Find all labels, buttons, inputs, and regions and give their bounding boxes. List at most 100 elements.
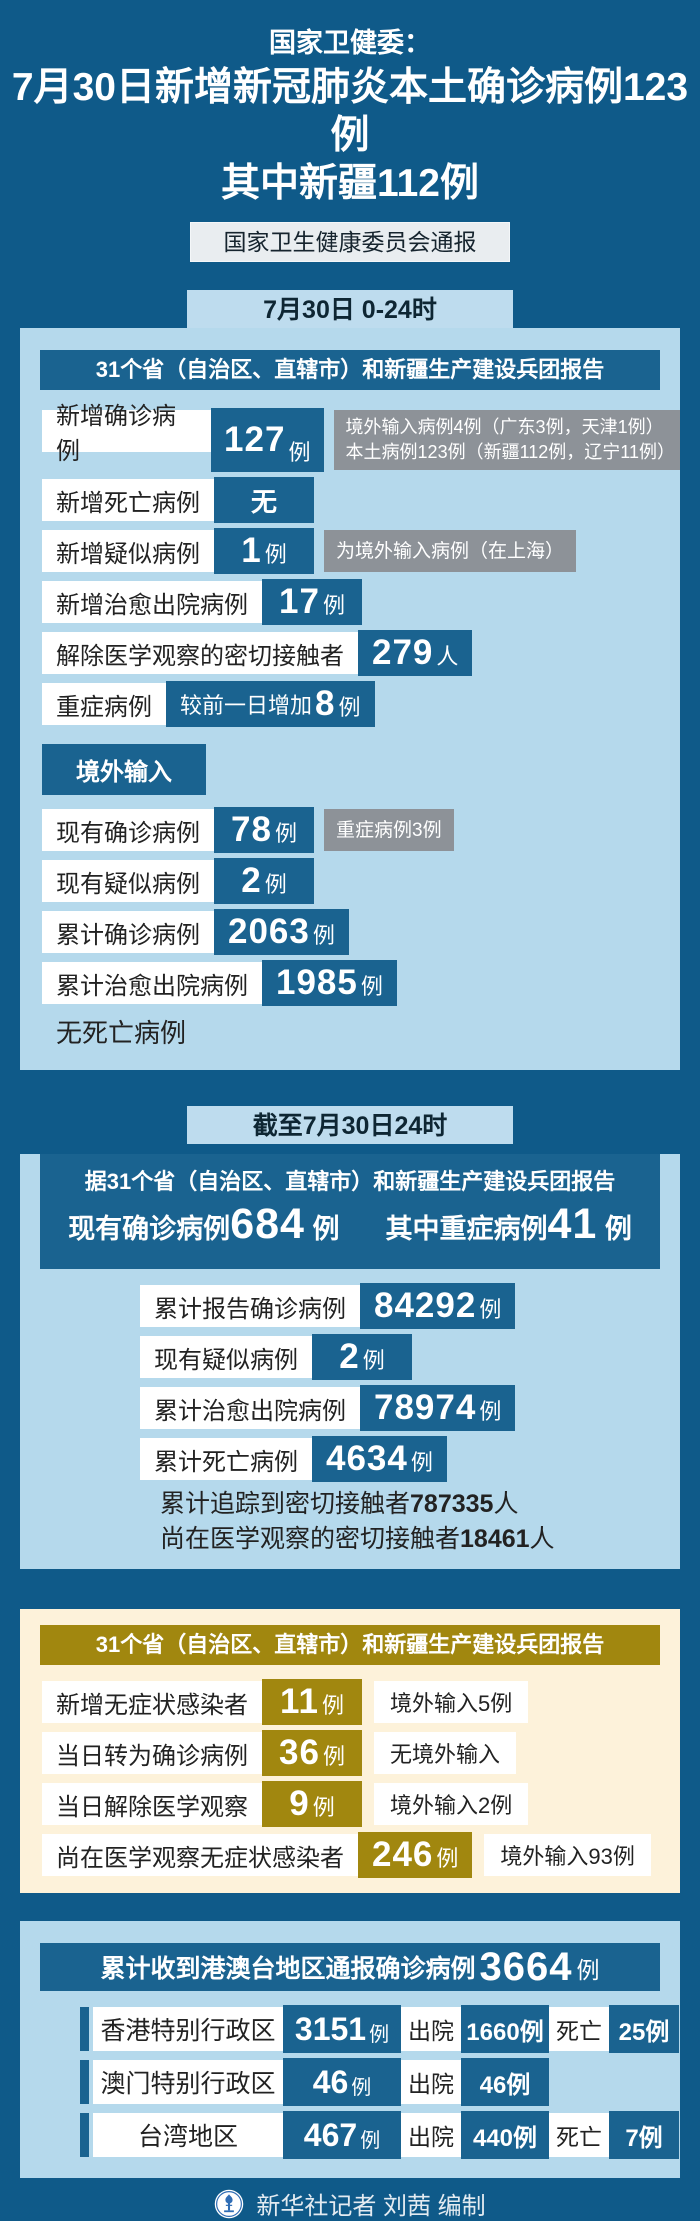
stat-label: 新增确诊病例 — [42, 403, 211, 465]
stat-label: 当日转为确诊病例 — [42, 1732, 262, 1774]
stat-label: 累计治愈出院病例 — [140, 1387, 360, 1429]
region-row-taiwan: 台湾地区 467 例 出院 440例 死亡 7例 — [80, 2111, 680, 2159]
stat-row-cumulative-deaths: 累计死亡病例 4634 例 — [140, 1436, 680, 1482]
deaths-value: 7例 — [609, 2111, 679, 2159]
stat-note: 境外输入2例 — [374, 1783, 529, 1825]
stat-label: 累计死亡病例 — [140, 1438, 312, 1480]
discharged-value: 46例 — [461, 2058, 549, 2106]
stat-value: 17 例 — [262, 579, 362, 625]
section1-tab: 7月30日 0-24时 — [187, 290, 513, 328]
contacts-observed-line: 尚在医学观察的密切接触者18461人 — [160, 1525, 555, 1553]
stat-row-new-recovered: 新增治愈出院病例 17 例 — [42, 579, 680, 625]
section2-header-block: 据31个省（自治区、直辖市）和新疆生产建设兵团报告 现有确诊病例684 例其中重… — [40, 1154, 660, 1269]
stat-note: 重症病例3例 — [324, 809, 454, 851]
section3-panel: 31个省（自治区、直辖市）和新疆生产建设兵团报告 新增无症状感染者 11 例 境外… — [20, 1609, 680, 1893]
section4-header-bar: 累计收到港澳台地区通报确诊病例 3664 例 — [40, 1943, 660, 1991]
stat-value: 78 例 — [214, 807, 314, 853]
section1-header-bar: 31个省（自治区、直辖市）和新疆生产建设兵团报告 — [40, 350, 660, 390]
stat-value: 84292 例 — [360, 1283, 516, 1329]
stat-row-cumulative-confirmed: 累计报告确诊病例 84292 例 — [140, 1283, 680, 1329]
page-title: 7月30日新增新冠肺炎本土确诊病例123例 其中新疆112例 — [0, 64, 700, 208]
stat-row-cumulative-recovered: 累计治愈出院病例 78974 例 — [140, 1385, 680, 1431]
stat-row-released-contacts: 解除医学观察的密切接触者 279 人 — [42, 630, 680, 676]
stat-label: 累计报告确诊病例 — [140, 1285, 360, 1327]
section2-tab: 截至7月30日24时 — [187, 1106, 513, 1144]
discharged-label: 出院 — [401, 2007, 461, 2051]
imported-cases-subheader: 境外输入 — [42, 744, 206, 795]
stat-value: 246 例 — [358, 1832, 473, 1878]
stat-row-converted-confirmed: 当日转为确诊病例 36 例 无境外输入 — [42, 1730, 680, 1776]
stat-row-under-observation: 尚在医学观察无症状感染者 246 例 境外输入93例 — [42, 1832, 680, 1878]
stat-label: 现有疑似病例 — [42, 860, 214, 902]
stat-value: 11 例 — [262, 1679, 362, 1725]
section1-panel: 31个省（自治区、直辖市）和新疆生产建设兵团报告 新增确诊病例 127 例 境外输… — [20, 328, 680, 1070]
deaths-value: 25例 — [609, 2005, 679, 2053]
stat-value: 36 例 — [262, 1730, 362, 1776]
stat-row-imported-active: 现有确诊病例 78 例 重症病例3例 — [42, 807, 680, 853]
region-total: 3151 例 — [283, 2005, 401, 2053]
stat-row-new-asymptomatic: 新增无症状感染者 11 例 境外输入5例 — [42, 1679, 680, 1725]
stat-label: 重症病例 — [42, 683, 166, 725]
discharged-label: 出院 — [401, 2113, 461, 2157]
row-accent-bar — [80, 2060, 89, 2104]
discharged-value: 1660例 — [461, 2005, 549, 2053]
stat-label: 新增疑似病例 — [42, 530, 214, 572]
stat-label: 累计治愈出院病例 — [42, 962, 262, 1004]
row-accent-bar — [80, 2007, 89, 2051]
stat-label: 新增无症状感染者 — [42, 1681, 262, 1723]
title-line-2: 其中新疆112例 — [221, 162, 479, 205]
row-accent-bar — [80, 2113, 89, 2157]
stat-row-new-deaths: 新增死亡病例 无 — [42, 477, 680, 523]
stat-label: 尚在医学观察无症状感染者 — [42, 1834, 358, 1876]
region-row-hongkong: 香港特别行政区 3151 例 出院 1660例 死亡 25例 — [80, 2005, 680, 2053]
contacts-traced-line: 累计追踪到密切接触者787335人 — [160, 1490, 519, 1518]
credit-footer: 新华社记者 刘茜 编制 — [0, 2186, 700, 2221]
title-line-1: 7月30日新增新冠肺炎本土确诊病例123例 — [11, 66, 689, 157]
stat-label: 解除医学观察的密切接触者 — [42, 632, 358, 674]
section4-panel: 累计收到港澳台地区通报确诊病例 3664 例 香港特别行政区 3151 例 出院 16… — [20, 1921, 680, 2178]
no-deaths-footnote: 无死亡病例 — [56, 1018, 187, 1048]
section2-header-line1: 据31个省（自治区、直辖市）和新疆生产建设兵团报告 — [84, 1169, 616, 1194]
stat-label: 现有疑似病例 — [140, 1336, 312, 1378]
stat-value: 78974 例 — [360, 1385, 516, 1431]
stat-row-new-confirmed: 新增确诊病例 127 例 境外输入病例4例（广东3例，天津1例） 本土病例123例… — [42, 403, 680, 472]
stat-value: 1985 例 — [262, 960, 397, 1006]
stat-row-imported-recovered: 累计治愈出院病例 1985 例 — [42, 960, 680, 1006]
stat-note: 无境外输入 — [374, 1732, 517, 1774]
stat-label: 累计确诊病例 — [42, 911, 214, 953]
xinhua-logo-icon — [214, 2189, 244, 2219]
section3-header-bar: 31个省（自治区、直辖市）和新疆生产建设兵团报告 — [40, 1625, 660, 1665]
stat-label: 现有确诊病例 — [42, 809, 214, 851]
stat-row-severe: 重症病例 较前一日增加 8 例 — [42, 681, 680, 727]
issuer-badge: 国家卫生健康委员会通报 — [190, 222, 510, 262]
stat-value: 2063 例 — [214, 909, 349, 955]
section2-panel: 据31个省（自治区、直辖市）和新疆生产建设兵团报告 现有确诊病例684 例其中重… — [20, 1154, 680, 1569]
stat-value: 4634 例 — [312, 1436, 447, 1482]
region-total: 46 例 — [283, 2058, 401, 2106]
discharged-value: 440例 — [461, 2111, 549, 2159]
discharged-label: 出院 — [401, 2060, 461, 2104]
deaths-label: 死亡 — [549, 2113, 609, 2157]
region-label: 澳门特别行政区 — [93, 2060, 283, 2104]
section2-header-line2: 现有确诊病例684 例其中重症病例41 例 — [68, 1200, 632, 1248]
region-label: 台湾地区 — [93, 2113, 283, 2157]
stat-value: 279 人 — [358, 630, 473, 676]
stat-note: 为境外输入病例（在上海） — [324, 530, 577, 572]
stat-value: 较前一日增加 8 例 — [166, 681, 375, 727]
deaths-label: 死亡 — [549, 2007, 609, 2051]
credit-text: 新华社记者 刘茜 编制 — [256, 2193, 486, 2220]
stat-row-imported-cumulative: 累计确诊病例 2063 例 — [42, 909, 680, 955]
stat-label: 新增死亡病例 — [42, 479, 214, 521]
stat-label: 当日解除医学观察 — [42, 1783, 262, 1825]
region-label: 香港特别行政区 — [93, 2007, 283, 2051]
region-row-macau: 澳门特别行政区 46 例 出院 46例 — [80, 2058, 680, 2106]
stat-value: 无 — [214, 477, 314, 523]
